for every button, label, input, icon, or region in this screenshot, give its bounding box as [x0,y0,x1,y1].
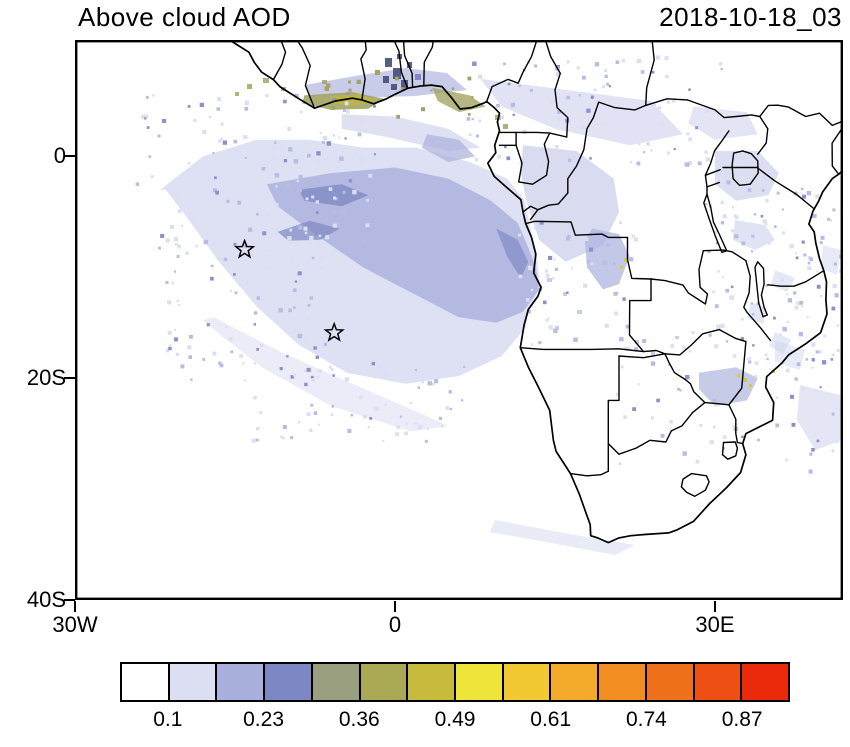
y-axis-tick [64,599,75,601]
africa-coastline [228,40,843,544]
star-marker [233,238,256,259]
y-axis-tick [64,155,75,158]
colorbar-tick-label: 0.74 [625,708,667,731]
page-title: Above cloud AOD [78,2,291,32]
y-tick-label: 0 [53,143,66,169]
colorbar-cell [215,664,264,700]
plot-frame [75,40,843,600]
colorbar-tick-label: 0.49 [434,708,476,731]
y-tick-label: 20S [26,365,66,391]
inland-specks [547,278,679,355]
y-axis-tick [64,377,75,380]
colorbar-tick-label: 0.61 [530,708,572,731]
colorbar-tick-label: 0.87 [721,708,763,731]
colorbar-tick-label: 0.23 [243,708,284,731]
x-tick-label: 30W [52,612,98,637]
x-axis-tick [714,601,716,612]
colorbar-cell [501,664,550,700]
country-borders [272,40,843,497]
map-plot [75,40,843,600]
africa-aod-map [75,40,843,600]
colorbar-tick-label: 0.36 [338,708,380,731]
x-axis-tick [394,601,396,612]
x-tick-label: 30E [695,612,735,637]
colorbar [120,662,790,702]
colorbar-tick-label: 0.1 [153,708,183,731]
x-tick-label: 0 [388,612,402,637]
colorbar-cell [406,664,455,700]
colorbar-cell [740,664,789,700]
colorbar-cell [263,664,311,700]
colorbar-cell [549,664,598,700]
colorbar-cell [644,664,693,700]
colorbar-cell [358,664,407,700]
star-marker [323,321,345,342]
yellow-specks [620,258,775,387]
y-tick-label: 40S [26,587,66,612]
colorbar-cell [167,664,216,700]
timestamp-label: 2018-10-18_03 [659,2,842,32]
colorbar-cell [310,664,359,700]
colorbar-cell [692,664,741,700]
colorbar-cell [597,664,645,700]
x-axis-tick [74,601,76,612]
colorbar-cell [454,664,502,700]
aod-land-shading [235,54,843,450]
aod-plume-shading [160,114,635,555]
island-markers [233,238,345,342]
colorbar-cell [122,664,168,700]
